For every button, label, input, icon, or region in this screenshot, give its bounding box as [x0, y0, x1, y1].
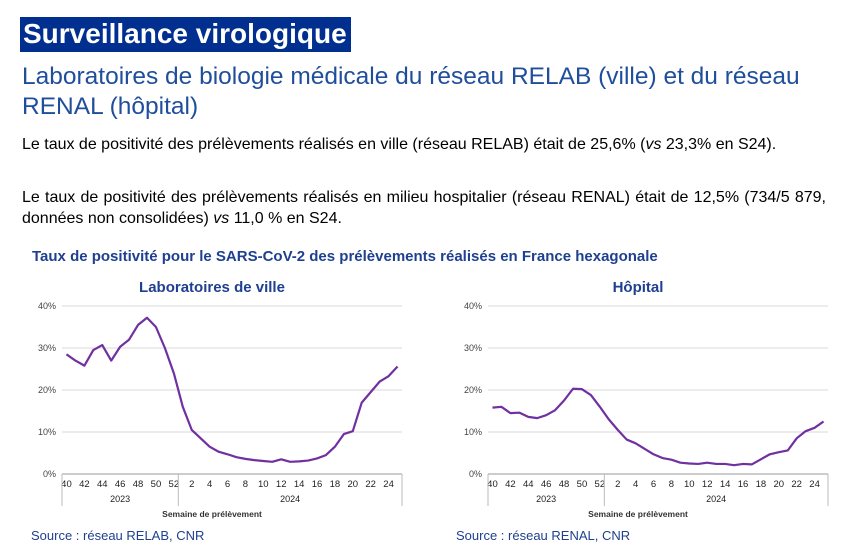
x-tick-label: 12	[702, 479, 713, 490]
figure-title: Taux de positivité pour le SARS-CoV-2 de…	[32, 248, 658, 265]
title: Surveillance virologique	[20, 17, 351, 52]
x-tick-label: 16	[738, 479, 749, 490]
x-tick-label: 10	[258, 479, 269, 490]
y-tick-label: 30%	[38, 343, 56, 353]
x-tick-label: 22	[365, 479, 376, 490]
x-tick-label: 42	[79, 479, 90, 490]
x-group-label: 2024	[706, 494, 726, 504]
x-tick-label: 44	[97, 479, 108, 490]
text: vs	[645, 136, 662, 153]
y-tick-label: 20%	[38, 385, 56, 395]
x-tick-label: 40	[487, 479, 498, 490]
x-tick-label: 18	[756, 479, 767, 490]
x-tick-label: 24	[383, 479, 394, 490]
x-tick-label: 6	[651, 479, 656, 490]
x-tick-label: 2	[189, 479, 194, 490]
x-tick-label: 50	[577, 479, 588, 490]
x-tick-label: 14	[720, 479, 731, 490]
data-line	[492, 387, 825, 467]
x-tick-label: 4	[207, 479, 212, 490]
y-tick-label: 0%	[469, 469, 482, 479]
x-tick-label: 8	[243, 479, 248, 490]
y-tick-label: 0%	[43, 469, 56, 479]
x-tick-label: 40	[61, 479, 72, 490]
x-tick-label: 46	[115, 479, 126, 490]
x-tick-label: 52	[595, 479, 606, 490]
text: Le taux de positivité des prélèvements r…	[22, 189, 826, 227]
x-tick-label: 50	[151, 479, 162, 490]
x-tick-label: 22	[791, 479, 802, 490]
x-group-label: 2023	[536, 494, 556, 504]
y-tick-label: 20%	[464, 385, 482, 395]
x-tick-label: 12	[276, 479, 287, 490]
source: Source : réseau RELAB, CNR	[31, 528, 205, 543]
chart-title: Laboratoires de ville	[139, 279, 285, 296]
x-axis-label: Semaine de prélèvement	[162, 509, 262, 519]
x-tick-label: 8	[669, 479, 674, 490]
chart-title: Hôpital	[613, 279, 664, 296]
paragraph: Le taux de positivité des prélèvements r…	[22, 134, 826, 155]
y-tick-label: 30%	[464, 343, 482, 353]
y-tick-label: 40%	[38, 301, 56, 311]
paragraph: Le taux de positivité des prélèvements r…	[22, 187, 826, 229]
y-tick-label: 10%	[464, 427, 482, 437]
source: Source : réseau RENAL, CNR	[456, 528, 631, 543]
x-tick-label: 48	[559, 479, 570, 490]
x-tick-label: 20	[348, 479, 359, 490]
x-tick-label: 42	[505, 479, 516, 490]
text: vs	[213, 210, 230, 227]
y-tick-label: 40%	[464, 301, 482, 311]
text: 11,0 % en S24.	[229, 210, 342, 227]
x-tick-label: 44	[523, 479, 534, 490]
x-tick-label: 18	[330, 479, 341, 490]
x-tick-label: 10	[684, 479, 695, 490]
x-tick-label: 46	[541, 479, 552, 490]
x-tick-label: 4	[633, 479, 638, 490]
x-group-label: 2024	[280, 494, 300, 504]
data-line	[65, 316, 399, 463]
text: 23,3% en S24).	[661, 136, 777, 153]
x-tick-label: 52	[169, 479, 180, 490]
x-tick-label: 24	[809, 479, 820, 490]
x-tick-label: 2	[615, 479, 620, 490]
x-tick-label: 48	[133, 479, 144, 490]
x-group-label: 2023	[110, 494, 130, 504]
x-tick-label: 16	[312, 479, 323, 490]
x-tick-label: 20	[774, 479, 785, 490]
x-axis-label: Semaine de prélèvement	[588, 509, 688, 519]
text: Le taux de positivité des prélèvements r…	[22, 136, 646, 153]
x-tick-label: 14	[294, 479, 305, 490]
y-tick-label: 10%	[38, 427, 56, 437]
subtitle: Laboratoires de biologie médicale du rés…	[22, 63, 800, 120]
x-tick-label: 6	[225, 479, 230, 490]
